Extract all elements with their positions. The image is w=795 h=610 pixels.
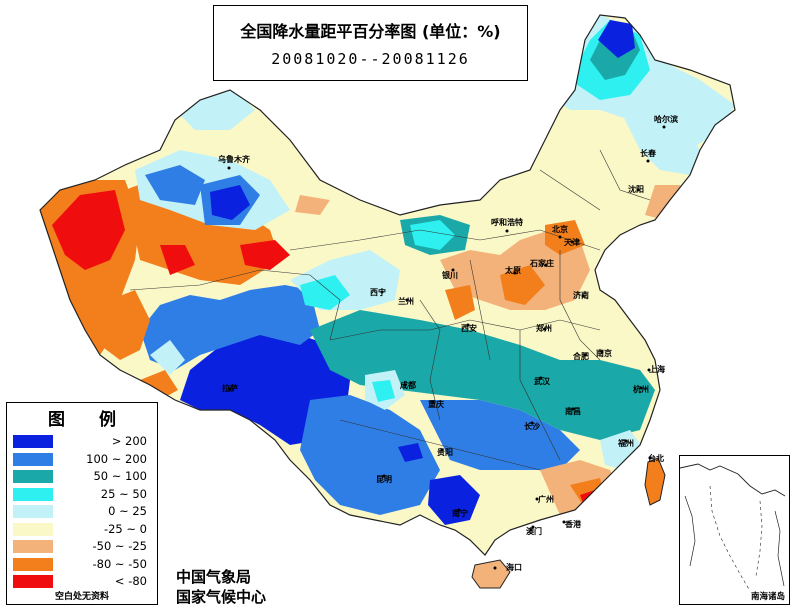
legend-swatch — [13, 557, 53, 571]
legend-swatch — [13, 575, 53, 588]
city-label: 合肥 — [573, 352, 589, 361]
legend-label: 50 ~ 100 — [93, 469, 147, 483]
city-label: 哈尔滨 — [654, 115, 678, 124]
city-label: 贵阳 — [437, 448, 453, 457]
city-label: 重庆 — [428, 400, 444, 409]
legend-label: 0 ~ 25 — [108, 504, 147, 518]
legend-title: 图 例 — [48, 410, 130, 430]
city-label: 天津 — [564, 238, 580, 247]
city-label: 上海 — [649, 365, 665, 374]
legend-item: -50 ~ -25 — [13, 538, 153, 554]
city-label: 太原 — [505, 266, 521, 275]
city-label: 乌鲁木齐 — [218, 155, 250, 164]
city-label: 兰州 — [398, 297, 414, 306]
city-label: 昆明 — [376, 475, 392, 484]
city-label: 西安 — [461, 324, 477, 333]
city-label: 香港 — [565, 520, 581, 529]
legend-label: -50 ~ -25 — [92, 539, 147, 553]
city-label: 台北 — [648, 454, 664, 463]
legend-swatch — [13, 487, 53, 501]
city-label: 澳门 — [526, 527, 542, 536]
city-label: 石家庄 — [530, 259, 554, 268]
legend-item: 25 ~ 50 — [13, 486, 153, 502]
legend-label: < -80 — [114, 574, 147, 588]
city-label: 杭州 — [633, 385, 649, 394]
org-cma: 中国气象局 — [176, 568, 252, 586]
city-label: 呼和浩特 — [491, 218, 523, 227]
city-label: 广州 — [538, 495, 554, 504]
city-label: 南京 — [596, 349, 612, 358]
legend-swatch — [13, 505, 53, 518]
legend: 图 例 > 200 100 ~ 200 50 ~ 100 25 ~ 50 0 ~ 25 -… — [6, 402, 158, 605]
city-label: 北京 — [552, 225, 568, 234]
legend-item: -25 ~ 0 — [13, 521, 153, 537]
city-label: 福州 — [618, 439, 634, 448]
inset-map — [680, 463, 786, 592]
city-label: 长春 — [640, 149, 656, 158]
legend-swatch — [13, 470, 53, 483]
title-box: 全国降水量距平百分率图 (单位：%) 20081020--20081126 — [213, 5, 528, 81]
city-label: 海口 — [506, 563, 522, 572]
org-ncc: 国家气候中心 — [176, 588, 267, 606]
city-label: 银川 — [442, 271, 458, 280]
legend-swatch — [13, 522, 53, 536]
legend-label: -25 ~ 0 — [103, 521, 147, 536]
city-label: 成都 — [400, 381, 416, 390]
south-china-sea-inset: 南海诸岛 — [679, 455, 790, 605]
legend-label: -80 ~ -50 — [92, 556, 147, 571]
city-label: 武汉 — [534, 377, 550, 386]
city-label: 西宁 — [370, 288, 386, 297]
legend-item: > 200 — [13, 433, 153, 449]
city-label: 南宁 — [452, 509, 468, 518]
legend-item: -80 ~ -50 — [13, 556, 153, 572]
legend-label: 25 ~ 50 — [100, 486, 147, 501]
city-label: 长沙 — [524, 422, 540, 431]
legend-note: 空白处无资料 — [54, 592, 109, 602]
legend-label: > 200 — [111, 434, 147, 448]
legend-item: 100 ~ 200 — [13, 451, 153, 467]
map-title: 全国降水量距平百分率图 (单位：%) — [240, 22, 501, 41]
legend-swatch — [13, 452, 53, 466]
legend-label: 100 ~ 200 — [86, 451, 147, 466]
city-label: 沈阳 — [628, 185, 644, 194]
legend-item: 50 ~ 100 — [13, 468, 153, 484]
legend-item: < -80 — [13, 573, 153, 589]
city-label: 济南 — [573, 291, 589, 300]
legend-swatch — [13, 435, 53, 448]
legend-swatch — [13, 540, 53, 553]
date-range: 20081020--20081126 — [271, 50, 470, 68]
city-label: 拉萨 — [222, 384, 238, 393]
city-label: 南昌 — [565, 407, 581, 416]
inset-label: 南海诸岛 — [750, 592, 785, 602]
city-label: 郑州 — [536, 324, 552, 333]
legend-item: 0 ~ 25 — [13, 503, 153, 519]
